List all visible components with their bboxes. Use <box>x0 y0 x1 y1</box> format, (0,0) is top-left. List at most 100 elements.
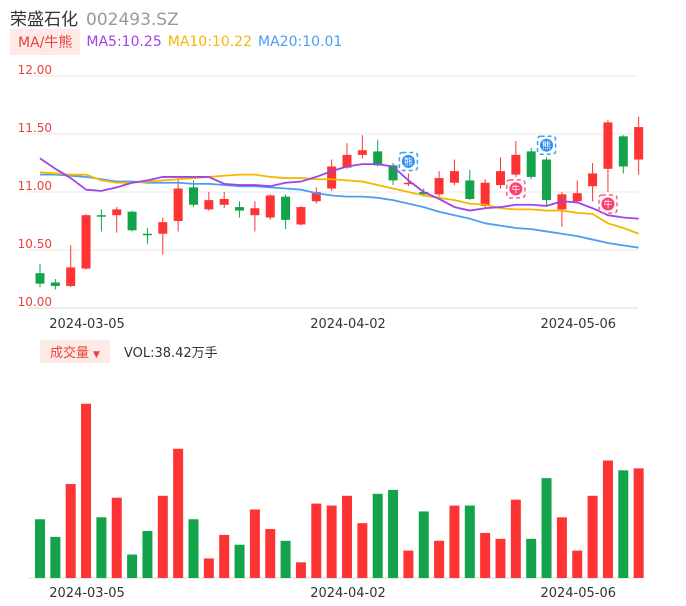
y-tick-label: 12.00 <box>18 63 52 77</box>
candle-body <box>496 171 505 186</box>
candle-body <box>219 198 229 205</box>
candle-body <box>588 173 598 187</box>
candle-body <box>542 159 552 201</box>
bear-icon: 熊 <box>536 135 557 155</box>
volume-bar <box>111 497 122 578</box>
volume-bar <box>173 448 184 578</box>
candle-body <box>634 127 644 160</box>
candle-body <box>526 151 536 177</box>
candle-body <box>388 165 398 181</box>
ma5-legend: MA5:10.25 <box>86 34 162 50</box>
volume-legend: 成交量 ▼ VOL:38.42万手 <box>40 339 218 363</box>
ma-legend: MA/牛熊 MA5:10.25 MA10:10.22 MA20:10.01 <box>10 29 342 55</box>
candle-body <box>311 192 321 202</box>
candle-body <box>449 171 459 183</box>
volume-bar <box>618 470 629 578</box>
candle-body <box>572 193 582 202</box>
candle-body <box>327 166 337 189</box>
svg-text:牛: 牛 <box>511 183 520 195</box>
ma5-line <box>39 157 639 220</box>
volume-indicator-dropdown[interactable]: 成交量 ▼ <box>40 339 110 363</box>
candle-body <box>281 196 291 220</box>
volume-bar <box>449 505 460 578</box>
ma20-legend: MA20:10.01 <box>258 34 343 50</box>
volume-bar <box>203 558 214 578</box>
candle-body <box>235 207 245 211</box>
x-tick-label: 2024-04-02 <box>310 317 386 332</box>
volume-bar <box>388 489 399 578</box>
candle-body <box>357 150 367 155</box>
volume-bar <box>464 505 475 578</box>
candle-body <box>465 180 475 199</box>
candle-body <box>112 209 122 216</box>
caret-down-icon: ▼ <box>93 349 100 360</box>
stock-name: 荣盛石化 <box>10 10 78 30</box>
volume-bar <box>602 460 613 578</box>
candle-body <box>189 187 198 205</box>
volume-bar <box>265 529 276 578</box>
volume-bar <box>587 495 598 578</box>
volume-bar <box>188 519 199 578</box>
candle-body <box>96 215 106 217</box>
x-tick-label: 2024-05-06 <box>540 317 616 332</box>
volume-bar <box>234 544 245 578</box>
candle-body <box>50 282 60 286</box>
volume-bar <box>541 478 552 578</box>
ma-bull-bear-toggle[interactable]: MA/牛熊 <box>10 29 81 55</box>
ma10-legend: MA10:10.22 <box>167 34 253 50</box>
candle-body <box>142 233 152 236</box>
volume-bar <box>81 403 92 578</box>
candle-body <box>204 200 214 210</box>
volume-bar <box>510 499 521 578</box>
y-tick-label: 11.50 <box>18 121 52 135</box>
volume-bar <box>418 511 429 578</box>
bear-icon: 熊 <box>398 151 419 172</box>
volume-bar <box>480 532 491 578</box>
volume-bar <box>556 517 567 578</box>
y-tick-label: 10.50 <box>18 237 52 251</box>
volume-bar <box>403 550 414 578</box>
candle-body <box>434 178 444 195</box>
svg-text:牛: 牛 <box>603 199 612 211</box>
x-tick-label: 2024-05-06 <box>540 586 616 601</box>
volume-bar <box>219 534 230 578</box>
volume-indicator-label: 成交量 <box>50 345 90 361</box>
volume-bar <box>342 495 352 578</box>
volume-bar <box>157 495 168 578</box>
candle-body <box>342 154 352 168</box>
candle-body <box>250 208 260 216</box>
candle-body <box>403 182 413 185</box>
volume-bar <box>633 468 644 578</box>
volume-bar <box>249 509 260 578</box>
candle-body <box>618 136 628 167</box>
volume-bar <box>127 554 138 578</box>
candle-body <box>296 207 306 225</box>
candle-body <box>127 211 137 231</box>
candle-body <box>35 273 45 284</box>
volume-bar <box>35 519 45 578</box>
candle-body <box>603 122 613 169</box>
candle-body <box>66 267 76 286</box>
volume-bar <box>96 517 107 578</box>
candle-body <box>511 154 521 175</box>
volume-value: VOL:38.42万手 <box>123 345 218 361</box>
x-tick-label: 2024-03-05 <box>49 317 125 332</box>
volume-bar <box>311 503 322 578</box>
volume-bar <box>280 540 291 578</box>
volume-bar <box>434 540 445 578</box>
svg-text:熊: 熊 <box>404 156 413 168</box>
volume-bar <box>326 505 337 578</box>
volume-bar <box>572 550 583 578</box>
volume-bar <box>50 536 61 578</box>
volume-bar <box>495 538 506 578</box>
x-tick-label: 2024-04-02 <box>310 586 386 601</box>
volume-bar <box>372 493 383 578</box>
volume-bar <box>65 484 76 578</box>
x-tick-label: 2024-03-05 <box>49 586 125 601</box>
bull-icon: 牛 <box>598 194 618 214</box>
bull-icon: 牛 <box>506 179 526 199</box>
candle-body <box>419 192 429 195</box>
svg-text:熊: 熊 <box>542 140 551 152</box>
candle-body <box>373 151 383 166</box>
